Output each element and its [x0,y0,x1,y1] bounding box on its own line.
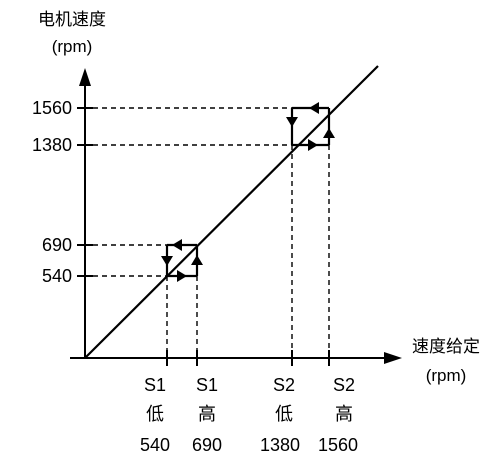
speed-characteristic-line [84,65,379,359]
x-tick-name: S1 [196,375,218,395]
arrow-up-icon [191,255,203,265]
arrow-up-icon [323,128,335,138]
arrow-left-icon [309,102,319,114]
x-tick-name: S1 [144,375,166,395]
x-tick-name: S2 [273,375,295,395]
arrow-right-icon [177,270,187,282]
x-tick-value: 690 [192,435,222,455]
arrow-down-icon [161,256,173,266]
x-tick-level: 低 [146,404,164,424]
y-axis-unit: (rpm) [52,37,93,56]
y-tick-label: 1560 [32,98,72,118]
arrow-down-icon [286,117,298,127]
arrow-left-icon [172,239,182,251]
x-tick-value: 540 [140,435,170,455]
y-tick-label: 540 [42,266,72,286]
y-axis-title: 电机速度 [38,10,106,29]
y-axis-arrow-icon [79,68,91,86]
y-tick-label: 1380 [32,135,72,155]
x-tick-name: S2 [333,375,355,395]
x-tick-value: 1560 [318,435,358,455]
y-tick-label: 690 [42,235,72,255]
arrow-right-icon [308,139,318,151]
s2-hysteresis-loop [286,102,335,151]
x-axis-arrow-icon [384,352,402,364]
x-tick-level: 低 [275,404,293,424]
x-axis-title: 速度给定 [412,337,480,356]
x-tick-level: 高 [335,404,353,424]
x-tick-value: 1380 [260,435,300,455]
x-axis-unit: (rpm) [426,366,467,385]
s1-hysteresis-loop [161,239,203,282]
x-tick-level: 高 [198,404,216,424]
